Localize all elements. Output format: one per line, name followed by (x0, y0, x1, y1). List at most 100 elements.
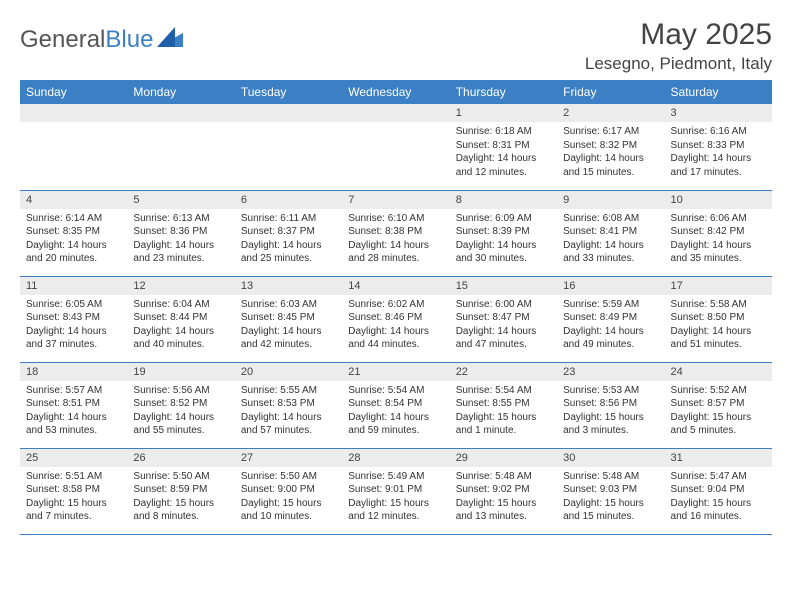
day-line: and 15 minutes. (563, 166, 658, 180)
day-line: Sunset: 8:52 PM (133, 397, 228, 411)
day-line: Sunset: 8:51 PM (26, 397, 121, 411)
day-line: and 42 minutes. (241, 338, 336, 352)
day-line: Sunrise: 5:48 AM (456, 470, 551, 484)
day-header: Wednesday (342, 80, 449, 104)
day-line: Sunset: 8:59 PM (133, 483, 228, 497)
day-body: Sunrise: 5:56 AMSunset: 8:52 PMDaylight:… (127, 381, 234, 442)
calendar-cell: 28Sunrise: 5:49 AMSunset: 9:01 PMDayligh… (342, 448, 449, 534)
day-number: 16 (557, 277, 664, 295)
day-line: Sunset: 8:41 PM (563, 225, 658, 239)
day-body: Sunrise: 5:53 AMSunset: 8:56 PMDaylight:… (557, 381, 664, 442)
calendar-cell: 14Sunrise: 6:02 AMSunset: 8:46 PMDayligh… (342, 276, 449, 362)
day-body: Sunrise: 5:47 AMSunset: 9:04 PMDaylight:… (665, 467, 772, 528)
calendar-cell: 23Sunrise: 5:53 AMSunset: 8:56 PMDayligh… (557, 362, 664, 448)
day-number (127, 104, 234, 122)
calendar-cell (20, 104, 127, 190)
day-line: Daylight: 15 hours (671, 411, 766, 425)
day-line: Sunset: 8:46 PM (348, 311, 443, 325)
day-number: 5 (127, 191, 234, 209)
calendar-cell: 30Sunrise: 5:48 AMSunset: 9:03 PMDayligh… (557, 448, 664, 534)
day-header: Sunday (20, 80, 127, 104)
day-line: and 51 minutes. (671, 338, 766, 352)
day-line: and 35 minutes. (671, 252, 766, 266)
day-body: Sunrise: 5:48 AMSunset: 9:03 PMDaylight:… (557, 467, 664, 528)
day-line: Daylight: 15 hours (241, 497, 336, 511)
day-line: Sunset: 8:31 PM (456, 139, 551, 153)
day-line: Sunrise: 5:54 AM (456, 384, 551, 398)
day-line: Daylight: 14 hours (456, 325, 551, 339)
day-line: Sunrise: 6:00 AM (456, 298, 551, 312)
day-line: Sunset: 8:36 PM (133, 225, 228, 239)
day-line: Daylight: 14 hours (133, 239, 228, 253)
day-line: Sunrise: 6:06 AM (671, 212, 766, 226)
day-line: and 17 minutes. (671, 166, 766, 180)
calendar-cell: 19Sunrise: 5:56 AMSunset: 8:52 PMDayligh… (127, 362, 234, 448)
day-line: Sunset: 8:42 PM (671, 225, 766, 239)
day-line: Daylight: 14 hours (456, 239, 551, 253)
day-line: Daylight: 15 hours (348, 497, 443, 511)
day-line: Daylight: 15 hours (563, 497, 658, 511)
day-body: Sunrise: 5:57 AMSunset: 8:51 PMDaylight:… (20, 381, 127, 442)
day-number: 24 (665, 363, 772, 381)
calendar-cell: 15Sunrise: 6:00 AMSunset: 8:47 PMDayligh… (450, 276, 557, 362)
calendar-cell: 13Sunrise: 6:03 AMSunset: 8:45 PMDayligh… (235, 276, 342, 362)
day-line: Sunrise: 5:47 AM (671, 470, 766, 484)
calendar-cell: 27Sunrise: 5:50 AMSunset: 9:00 PMDayligh… (235, 448, 342, 534)
day-line: Sunrise: 5:56 AM (133, 384, 228, 398)
calendar-cell: 29Sunrise: 5:48 AMSunset: 9:02 PMDayligh… (450, 448, 557, 534)
day-number: 23 (557, 363, 664, 381)
day-line: Sunrise: 6:04 AM (133, 298, 228, 312)
day-line: Sunrise: 5:51 AM (26, 470, 121, 484)
day-line: and 28 minutes. (348, 252, 443, 266)
day-body: Sunrise: 5:49 AMSunset: 9:01 PMDaylight:… (342, 467, 449, 528)
day-line: Sunset: 9:03 PM (563, 483, 658, 497)
day-line: Daylight: 15 hours (26, 497, 121, 511)
day-number: 11 (20, 277, 127, 295)
day-body: Sunrise: 6:14 AMSunset: 8:35 PMDaylight:… (20, 209, 127, 270)
calendar-cell: 21Sunrise: 5:54 AMSunset: 8:54 PMDayligh… (342, 362, 449, 448)
day-line: Sunset: 9:01 PM (348, 483, 443, 497)
day-line: and 44 minutes. (348, 338, 443, 352)
day-line: Sunrise: 6:05 AM (26, 298, 121, 312)
day-line: and 13 minutes. (456, 510, 551, 524)
calendar-header-row: SundayMondayTuesdayWednesdayThursdayFrid… (20, 80, 772, 104)
day-number: 22 (450, 363, 557, 381)
day-header: Tuesday (235, 80, 342, 104)
day-line: and 30 minutes. (456, 252, 551, 266)
day-number: 12 (127, 277, 234, 295)
day-line: Sunrise: 6:13 AM (133, 212, 228, 226)
day-number: 17 (665, 277, 772, 295)
day-line: and 53 minutes. (26, 424, 121, 438)
calendar-body: 1Sunrise: 6:18 AMSunset: 8:31 PMDaylight… (20, 104, 772, 534)
day-line: Sunrise: 5:53 AM (563, 384, 658, 398)
calendar-week: 4Sunrise: 6:14 AMSunset: 8:35 PMDaylight… (20, 190, 772, 276)
calendar-cell: 9Sunrise: 6:08 AMSunset: 8:41 PMDaylight… (557, 190, 664, 276)
day-line: Sunrise: 6:16 AM (671, 125, 766, 139)
calendar-cell: 10Sunrise: 6:06 AMSunset: 8:42 PMDayligh… (665, 190, 772, 276)
day-line: and 40 minutes. (133, 338, 228, 352)
day-body: Sunrise: 5:52 AMSunset: 8:57 PMDaylight:… (665, 381, 772, 442)
day-line: Daylight: 14 hours (671, 239, 766, 253)
day-number (342, 104, 449, 122)
day-body: Sunrise: 6:02 AMSunset: 8:46 PMDaylight:… (342, 295, 449, 356)
calendar-cell (127, 104, 234, 190)
day-body: Sunrise: 6:03 AMSunset: 8:45 PMDaylight:… (235, 295, 342, 356)
day-line: Sunrise: 5:50 AM (133, 470, 228, 484)
day-line: Daylight: 14 hours (348, 239, 443, 253)
day-line: and 33 minutes. (563, 252, 658, 266)
day-number: 6 (235, 191, 342, 209)
day-number: 14 (342, 277, 449, 295)
day-body: Sunrise: 5:50 AMSunset: 9:00 PMDaylight:… (235, 467, 342, 528)
day-number: 28 (342, 449, 449, 467)
day-body (20, 122, 127, 129)
day-line: Sunrise: 5:59 AM (563, 298, 658, 312)
day-line: Sunset: 8:53 PM (241, 397, 336, 411)
day-number: 20 (235, 363, 342, 381)
day-line: Sunset: 8:50 PM (671, 311, 766, 325)
calendar-table: SundayMondayTuesdayWednesdayThursdayFrid… (20, 80, 772, 535)
day-line: Sunrise: 6:14 AM (26, 212, 121, 226)
day-header: Friday (557, 80, 664, 104)
calendar-cell: 20Sunrise: 5:55 AMSunset: 8:53 PMDayligh… (235, 362, 342, 448)
calendar-cell: 16Sunrise: 5:59 AMSunset: 8:49 PMDayligh… (557, 276, 664, 362)
day-body: Sunrise: 5:54 AMSunset: 8:55 PMDaylight:… (450, 381, 557, 442)
